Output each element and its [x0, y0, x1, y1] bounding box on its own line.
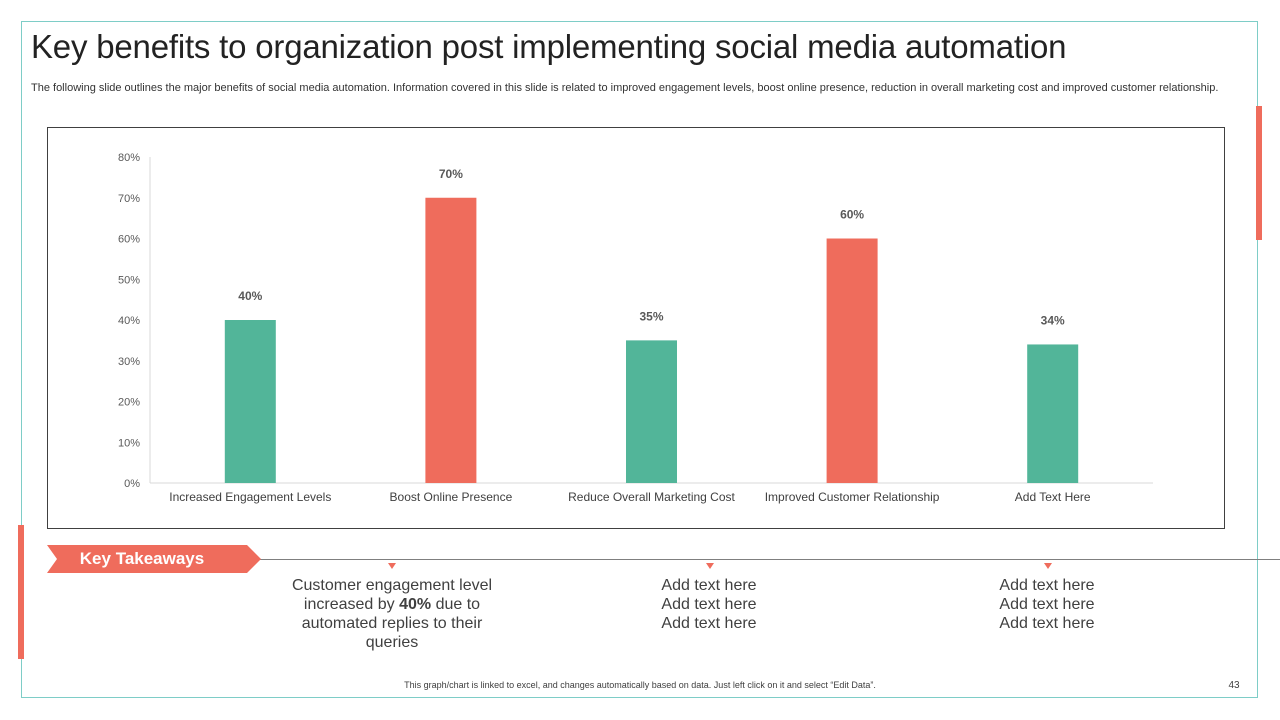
- y-tick-label: 0%: [124, 478, 140, 490]
- data-label: 35%: [639, 309, 663, 323]
- data-label: 60%: [840, 208, 864, 222]
- takeaway-3-line: Add text here: [999, 615, 1095, 632]
- y-tick-label: 30%: [118, 356, 140, 368]
- y-tick-label: 40%: [118, 315, 140, 327]
- takeaways-divider: [250, 559, 1280, 560]
- takeaway-2-line: Add text here: [661, 596, 757, 613]
- x-tick-label: Improved Customer Relationship: [765, 490, 940, 504]
- y-tick-label: 80%: [118, 152, 140, 164]
- pointer-icon: [706, 563, 714, 569]
- x-tick-label: Boost Online Presence: [390, 490, 513, 504]
- bar: [626, 340, 677, 483]
- bar: [425, 197, 477, 483]
- slide-frame: [21, 21, 1258, 698]
- key-takeaways-tab: Key Takeaways: [47, 545, 261, 573]
- y-tick-label: 20%: [118, 397, 140, 409]
- data-label: 40%: [238, 289, 262, 303]
- slide-subtitle: The following slide outlines the major b…: [31, 82, 1219, 94]
- y-tick-label: 70%: [118, 193, 140, 205]
- takeaway-1-text: Customer engagement level increased by: [291, 577, 493, 613]
- x-tick-label: Increased Engagement Levels: [169, 490, 331, 504]
- takeaway-2-line: Add text here: [661, 615, 757, 632]
- y-tick-label: 60%: [118, 234, 140, 246]
- data-label: 70%: [439, 167, 463, 181]
- slide-title: Key benefits to organization post implem…: [31, 28, 1067, 65]
- bar-chart: 0% 10% 20% 30% 40% 50% 60% 70% 80% 40% Increased E…: [118, 152, 1153, 504]
- takeaway-3: Add text here Add text here Add text her…: [937, 576, 1157, 633]
- bar: [224, 320, 276, 483]
- takeaway-3-line: Add text here: [999, 577, 1095, 594]
- y-tick-label: 10%: [118, 437, 140, 449]
- takeaway-3-line: Add text here: [999, 596, 1095, 613]
- accent-bar-right: [1256, 106, 1262, 240]
- bar: [1027, 344, 1079, 483]
- tab-shape: [47, 545, 261, 573]
- takeaway-2: Add text here Add text here Add text her…: [599, 576, 819, 633]
- takeaway-2-line: Add text here: [661, 577, 757, 594]
- x-tick-label: Add Text Here: [1015, 490, 1091, 504]
- bar: [826, 238, 878, 483]
- takeaway-1-text-end: due to automated replies to their querie…: [301, 596, 483, 651]
- data-label: 34%: [1041, 313, 1065, 327]
- chart-area[interactable]: 0% 10% 20% 30% 40% 50% 60% 70% 80% 40% Increased E…: [47, 127, 1225, 529]
- pointer-icon: [388, 563, 396, 569]
- x-tick-label: Reduce Overall Marketing Cost: [568, 490, 735, 504]
- pointer-icon: [1044, 563, 1052, 569]
- takeaway-1-highlight: 40%: [399, 596, 432, 613]
- page-number: 43: [1228, 680, 1240, 691]
- chart-footnote: This graph/chart is linked to excel, and…: [404, 680, 876, 690]
- takeaway-1: Customer engagement level increased by 4…: [282, 576, 502, 652]
- key-takeaways-label: Key Takeaways: [79, 549, 205, 568]
- y-tick-label: 50%: [118, 274, 140, 286]
- accent-bar-left: [18, 525, 24, 659]
